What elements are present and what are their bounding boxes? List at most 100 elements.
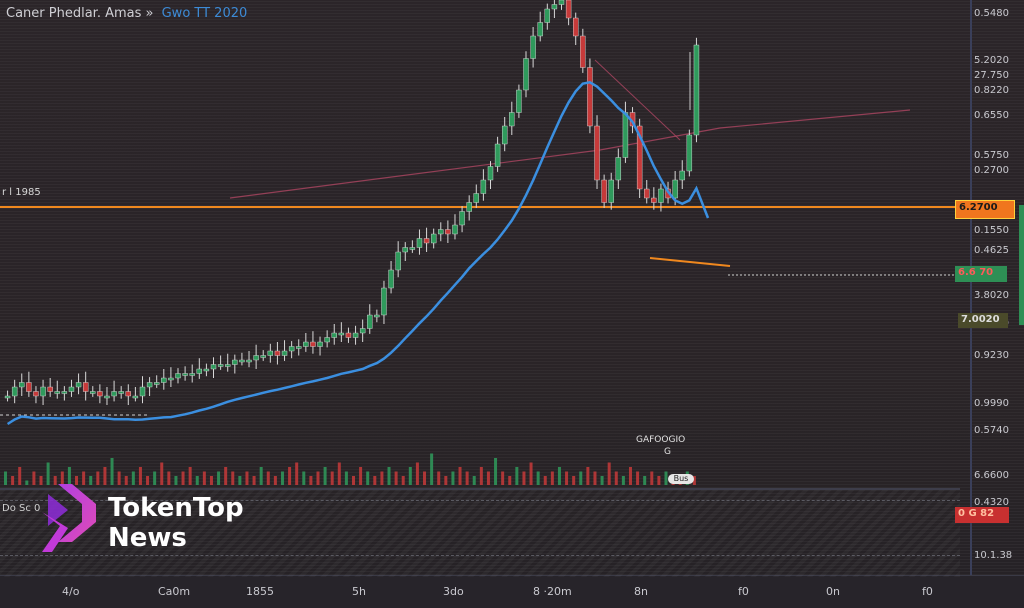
volume-bar — [486, 471, 490, 485]
candle-body — [359, 328, 366, 334]
candle-body — [636, 125, 643, 190]
candle-body — [331, 332, 337, 338]
symbol-label[interactable]: Gwo TT 2020 — [161, 6, 248, 21]
candle-body — [381, 287, 387, 316]
volume-bar — [373, 476, 377, 485]
candle-body — [416, 238, 423, 248]
candle-body — [494, 143, 501, 167]
volume-bar — [67, 467, 71, 485]
y-axis-label: 0.4320 — [974, 497, 1009, 508]
x-axis-label: 3do — [443, 585, 464, 598]
candle-body — [97, 391, 103, 397]
candle-body — [104, 395, 110, 399]
y-axis-label: 0.5750 — [974, 150, 1009, 161]
trend-line-steep — [594, 59, 681, 141]
candle-body — [615, 157, 622, 181]
volume-bar — [252, 476, 256, 485]
volume-bar — [522, 471, 526, 485]
volume-bar — [82, 471, 86, 485]
level-label: r l 1985 — [2, 187, 41, 198]
candle-body — [480, 179, 487, 194]
candle-body — [622, 112, 629, 158]
candle-body — [47, 386, 53, 392]
candle-body — [246, 359, 252, 363]
volume-bar — [238, 476, 242, 485]
volume-bar — [124, 476, 128, 485]
volume-bar — [572, 476, 576, 485]
tokentop-logo-icon — [42, 484, 96, 552]
volume-bar — [359, 467, 363, 485]
annotation-sub: G — [664, 447, 671, 457]
candle-body — [168, 377, 174, 381]
volume-bar — [636, 471, 640, 485]
candle-body — [374, 314, 380, 318]
volume-bar — [657, 476, 661, 485]
candle-body — [409, 247, 416, 250]
candle-body — [296, 346, 302, 349]
volume-bar — [309, 476, 313, 485]
indicator-label: Do Sc 0 — [2, 503, 41, 514]
x-axis-label: 1855 — [246, 585, 274, 598]
candle-body — [125, 391, 131, 397]
volume-bar — [195, 476, 199, 485]
volume-bar — [607, 462, 611, 485]
candle-body — [182, 373, 188, 376]
candle-body — [473, 193, 479, 203]
candle-body — [693, 44, 700, 136]
chart-title: Caner Phedlar. Amas » — [6, 6, 154, 21]
y-axis-label: 27.750 — [974, 70, 1009, 81]
candle-body — [161, 377, 167, 383]
volume-bar — [366, 471, 370, 485]
candle-body — [40, 386, 46, 397]
candle-body — [438, 229, 444, 235]
x-axis-label: f0 — [922, 585, 933, 598]
y-axis-label: 0.5740 — [974, 425, 1009, 436]
volume-bar — [217, 471, 221, 485]
candle-body — [430, 233, 437, 244]
price-axis[interactable] — [970, 0, 1024, 575]
x-axis-label: 5h — [352, 585, 366, 598]
candle-body — [509, 112, 515, 127]
candle-body — [225, 364, 231, 367]
price-tag-red: 0 G 82 — [955, 507, 1009, 523]
candle-body — [402, 247, 408, 253]
volume-bar — [650, 471, 654, 485]
volume-bar — [415, 462, 419, 485]
trend-line — [229, 109, 911, 199]
volume-bar — [472, 476, 476, 485]
volume-bar — [89, 476, 93, 485]
candle-body — [146, 382, 153, 388]
candle-body — [594, 125, 600, 181]
candle-body — [260, 355, 266, 358]
volume-bar — [323, 467, 327, 485]
price-tag-orange: 6.2700 — [955, 200, 1015, 219]
volume-bar — [515, 467, 519, 485]
volume-bar — [586, 467, 590, 485]
volume-bar — [188, 467, 192, 485]
annotation-pill[interactable]: Bus — [668, 474, 694, 484]
candle-body — [90, 391, 96, 394]
volume-bar — [664, 471, 668, 485]
candle-body — [139, 386, 146, 397]
candle-body — [253, 355, 259, 361]
candle-body — [26, 382, 32, 392]
candle-body — [68, 386, 75, 392]
y-axis-label: 5.2020 — [974, 55, 1009, 66]
candle-body — [196, 368, 203, 374]
candle-body — [466, 202, 472, 212]
y-axis-label: 0.6550 — [974, 110, 1009, 121]
x-axis-label: Ca0m — [158, 585, 191, 598]
candle-body — [672, 179, 678, 199]
candle-body — [423, 238, 430, 244]
annotation-title: GAFOOGIO — [636, 435, 686, 445]
volume-bar — [401, 476, 405, 485]
volume-bar — [437, 471, 441, 485]
candle-body — [565, 0, 572, 19]
volume-bar — [53, 476, 57, 485]
volume-bar — [465, 471, 469, 485]
volume-bar — [692, 476, 696, 485]
price-tag-green: 6.6 70 — [955, 266, 1007, 282]
candle-body — [175, 373, 181, 379]
volume-bar — [138, 467, 142, 485]
